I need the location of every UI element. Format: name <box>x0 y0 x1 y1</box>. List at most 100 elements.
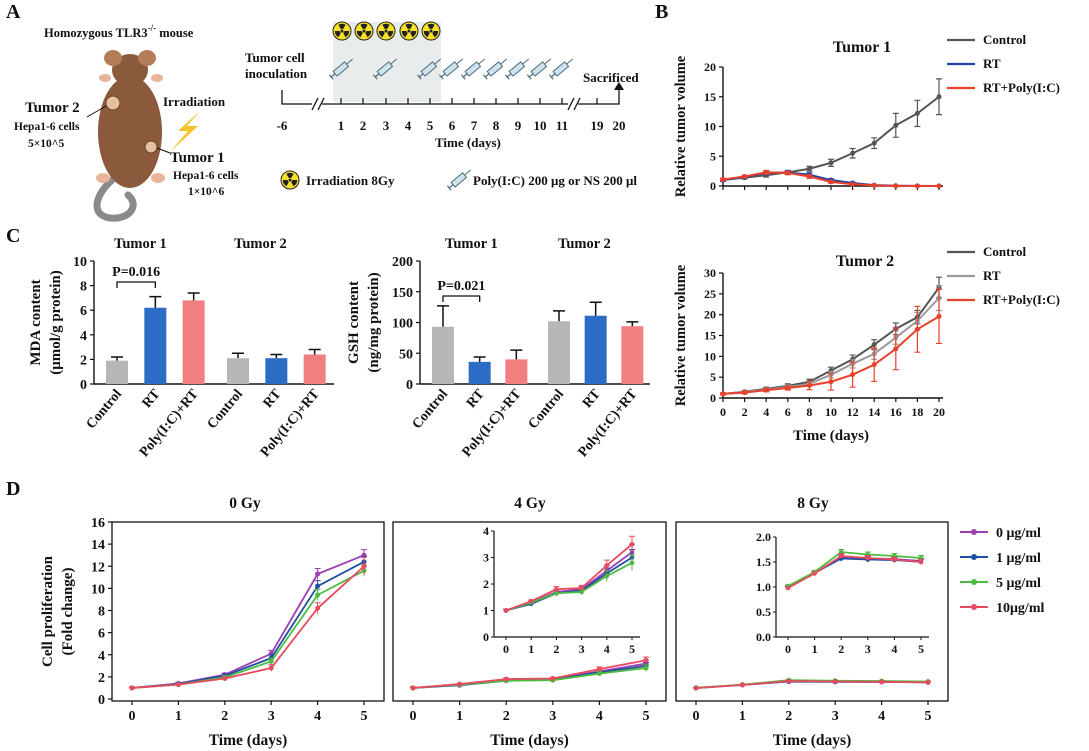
legend-irradiation: Irradiation 8Gy <box>306 173 395 188</box>
inset-y-tick-label: 1.5 <box>756 555 771 569</box>
y-tick-label: 16 <box>91 516 105 531</box>
data-point <box>892 557 897 562</box>
data-point <box>222 676 228 682</box>
legend-label: RT <box>983 268 1001 283</box>
bar-Control <box>432 326 454 384</box>
syringe-barrel <box>442 61 460 77</box>
inset-y-tick-label: 2.0 <box>756 530 771 544</box>
data-point <box>579 589 584 595</box>
syringe-plunger <box>416 73 424 80</box>
radiation-icon-blade <box>286 172 294 178</box>
chart-title: 4 Gy <box>514 495 546 512</box>
syringe-barrel <box>486 61 504 77</box>
data-point <box>720 176 726 182</box>
mouse-illustration <box>93 50 165 222</box>
legend-label: 0 μg/ml <box>996 526 1041 541</box>
syringe-icon <box>460 58 486 80</box>
series-line-5 μg/ml <box>505 562 633 612</box>
y-tick-label: 5 <box>710 149 716 163</box>
inset-axis <box>493 531 640 638</box>
x-tick-label: 4 <box>878 709 885 724</box>
data-point <box>604 573 610 579</box>
radiation-icon-blade <box>291 180 298 187</box>
series-line-10μg/ml <box>505 543 633 612</box>
series-line-10μg/ml <box>695 680 929 690</box>
data-point <box>629 560 635 566</box>
data-point <box>763 387 769 393</box>
error-bar <box>149 295 162 308</box>
error-bar <box>270 353 283 359</box>
x-tick-label: 5 <box>361 709 368 724</box>
series-line-0 μg/ml <box>787 556 922 588</box>
tumor1-count: 1×10^6 <box>188 186 224 198</box>
panel-letter-c: C <box>6 225 20 247</box>
syringe-icon <box>526 58 552 80</box>
bar-Control <box>548 321 570 384</box>
data-point <box>604 563 610 568</box>
syringe-needle <box>500 58 508 65</box>
timeline-tick-label: 11 <box>556 118 568 133</box>
y-tick-label: 6 <box>80 304 87 319</box>
syringe-needle <box>544 58 552 65</box>
x-axis-label: Time (days) <box>793 428 869 444</box>
error-bar <box>589 301 602 316</box>
data-point <box>893 183 899 189</box>
tumor1-pointer <box>156 147 171 154</box>
x-tick-label: 5 <box>925 709 932 724</box>
radiation-icon-blade <box>410 31 417 38</box>
inset-y-tick-label: 0.0 <box>756 630 771 644</box>
timeline-tick-label: 1 <box>338 118 345 133</box>
x-axis-label: Time (days) <box>773 732 852 749</box>
y-tick-label: 100 <box>392 317 413 332</box>
syringe-plunger <box>372 73 380 80</box>
radiation-icon-blade <box>365 31 372 38</box>
syringe-needle <box>456 58 464 65</box>
y-tick-label: 15 <box>704 329 716 343</box>
axis-lines <box>722 67 943 187</box>
y-tick-label: 5 <box>710 370 716 384</box>
data-point <box>893 122 899 128</box>
data-point <box>742 173 748 179</box>
data-point <box>129 685 135 691</box>
radiation-icon-center <box>384 29 388 33</box>
y-axis-label: MDA content <box>28 279 44 365</box>
series-line-10μg/ml <box>131 565 365 689</box>
tumor2-count: 5×10^5 <box>28 138 64 150</box>
y-tick-label: 10 <box>91 582 105 597</box>
error-bar <box>626 321 639 327</box>
tumor1-label: Tumor 1 <box>170 150 225 166</box>
data-point <box>828 179 834 185</box>
syringe-needle <box>434 58 442 65</box>
data-point <box>554 587 559 592</box>
panel-letter-a: A <box>6 1 21 23</box>
data-point <box>936 313 942 319</box>
syringe-plunger <box>328 73 336 80</box>
syringe-barrel <box>464 61 482 77</box>
inset-y-tick-label: 2 <box>483 577 489 591</box>
y-axis-label: Cell proliferation <box>40 555 56 667</box>
x-tick-label: 6 <box>785 405 791 419</box>
data-point <box>936 183 942 189</box>
radiation-icon-blade <box>360 23 368 29</box>
panel-letter-b: B <box>655 1 668 23</box>
inset-x-tick-label: 3 <box>579 642 585 656</box>
data-point <box>643 665 649 671</box>
category-label: RT <box>140 386 164 411</box>
radiation-icon-blade <box>282 180 289 187</box>
radiation-icon-center <box>362 29 366 33</box>
timeline-tick-label: 19 <box>591 118 605 133</box>
data-point <box>914 326 920 332</box>
y-tick-label: 10 <box>73 255 87 270</box>
data-point <box>828 160 834 166</box>
radiation-icon <box>280 170 300 190</box>
syringe-plunger <box>504 73 512 80</box>
series-line-5 μg/ml <box>787 551 922 587</box>
chart-proliferation-8gy: 0 1 2 3 4 5 Time (days) 8 Gy 0.0 0.5 1.0 1.5 2.0 0 1 2 3… <box>675 495 949 749</box>
data-point <box>315 592 321 598</box>
chart-title: Tumor 2 <box>836 253 894 270</box>
legend-label: 5 μg/ml <box>996 576 1041 591</box>
irradiation-icons <box>332 21 441 41</box>
legend-marker <box>971 529 977 535</box>
significance-bracket <box>442 295 481 302</box>
gsh-tumor1-header: Tumor 1 <box>445 236 498 252</box>
